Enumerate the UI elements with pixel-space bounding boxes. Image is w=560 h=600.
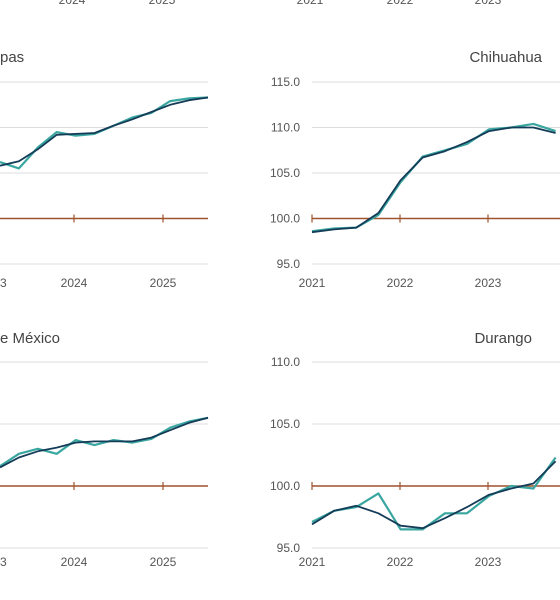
y-tick-label: 95.0 [277,541,301,555]
series-line-raw [311,456,557,531]
y-tick-label: 95.0 [277,257,301,271]
chart-panel-estado-de-mexico: e México 3 2024 2025 [0,330,209,569]
y-tick-label: 100.0 [270,479,300,493]
series-line-trend [0,96,209,167]
x-tick-label: 2023 [475,276,502,290]
cropped-tick-label: 2023 [475,0,502,7]
series-line-trend [0,416,209,469]
x-tick-label: 2021 [299,555,326,569]
series-line-trend [311,126,556,234]
y-tick-label: 110.0 [271,121,300,135]
x-tick-label: 3 [0,276,7,290]
x-tick-label: 2021 [299,276,326,290]
series-line-raw [0,96,209,170]
x-tick-label: 2023 [475,555,502,569]
series-line-raw [0,416,209,468]
cropped-tick-label: 2025 [149,0,176,7]
y-tick-label: 100.0 [270,212,300,226]
x-tick-label: 2025 [150,555,177,569]
x-tick-label: 2022 [387,555,414,569]
x-tick-label: 2025 [150,276,177,290]
y-tick-label: 105.0 [270,166,300,180]
cropped-tick-label: 2022 [387,0,414,7]
y-tick-label: 110.0 [271,355,300,369]
cropped-tick-label: 2024 [59,0,86,7]
y-tick-label: 115.0 [271,75,300,89]
chart-title: Durango [474,330,532,347]
series-line-trend [311,460,557,530]
x-tick-label: 3 [0,555,7,569]
cropped-tick-label: 2021 [297,0,324,7]
x-tick-label: 2024 [61,276,88,290]
y-tick-label: 105.0 [270,417,300,431]
x-tick-label: 2024 [61,555,88,569]
chart-title: Chihuahua [469,49,542,66]
x-tick-label: 2022 [387,276,414,290]
chart-title: pas [0,49,24,66]
chart-panel-tamaulipas: pas 3 2024 2025 [0,49,209,290]
series-line-raw [311,122,556,233]
chart-panel-chihuahua: Chihuahua 115.0 110.0 105.0 100.0 95.0 2021 202… [270,49,560,290]
chart-title: e México [0,330,60,347]
